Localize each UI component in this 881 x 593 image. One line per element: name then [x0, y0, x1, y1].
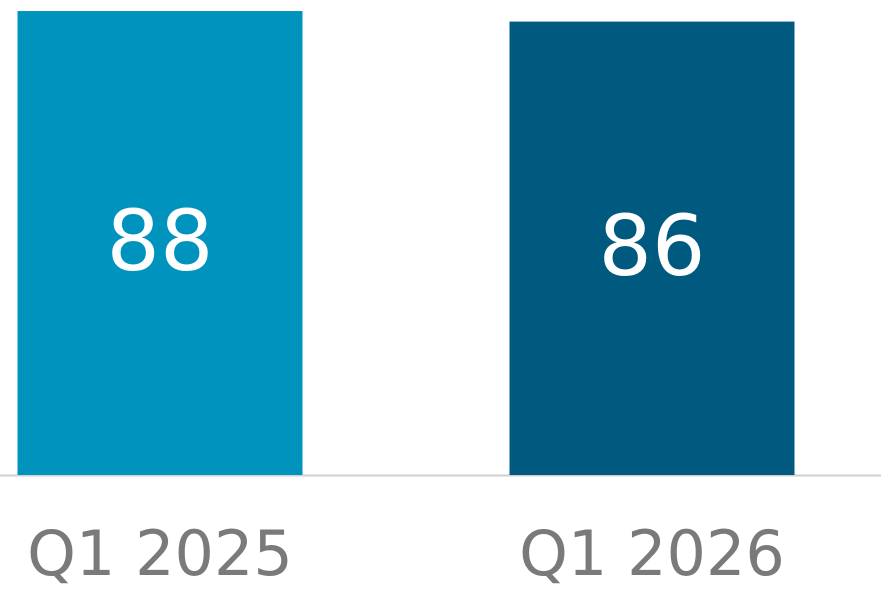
x-tick-label: Q1 2025 [27, 517, 293, 590]
value-label: 86 [599, 197, 706, 295]
x-tick-label: Q1 2026 [519, 517, 785, 590]
value-label: 88 [107, 192, 214, 290]
bar [17, 11, 303, 476]
bar [509, 21, 795, 475]
